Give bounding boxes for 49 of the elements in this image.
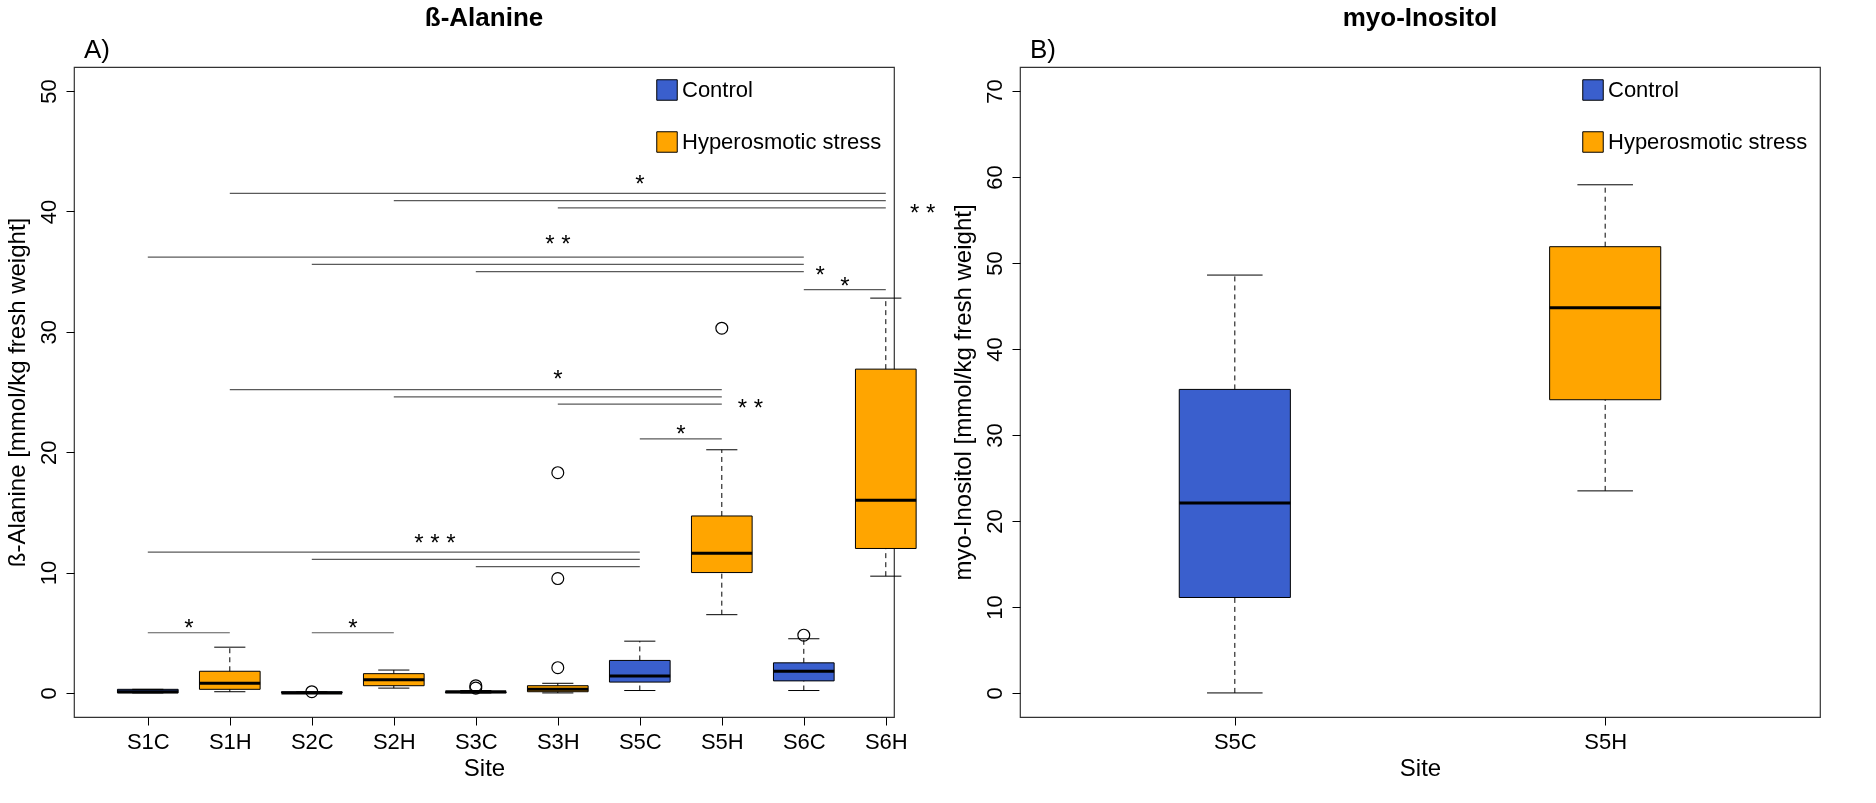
x-tick-label: S5H — [700, 728, 744, 754]
chart-title: myo-Inositol — [1342, 2, 1498, 32]
y-tick-label: 50 — [981, 251, 1007, 276]
y-tick-label: 0 — [981, 687, 1007, 700]
y-tick-label: 10 — [981, 595, 1007, 620]
y-tick-label: 40 — [35, 199, 61, 225]
y-tick-label: 10 — [35, 560, 61, 586]
text: B) — [1030, 34, 1056, 64]
annotation: * — [815, 261, 825, 289]
x-tick-label: S5C — [1213, 728, 1257, 754]
legend-label: Hyperosmotic stress — [1608, 129, 1808, 154]
annotation: * — [184, 614, 194, 642]
y-tick-label: 50 — [35, 79, 61, 104]
x-tick-label: S1H — [208, 728, 252, 754]
annotation: * — [676, 420, 686, 448]
x-axis-title: Site — [463, 753, 506, 781]
legend-label: Control — [1608, 77, 1679, 102]
x-tick-label: S1C — [126, 728, 170, 754]
legend-label: Hyperosmotic stress — [682, 129, 882, 154]
x-axis-title: Site — [1399, 753, 1442, 781]
x-tick-label: S2H — [372, 728, 416, 754]
x-tick-label: S3C — [454, 728, 498, 754]
x-tick-label: S5H — [1584, 728, 1628, 754]
y-tick-label: 30 — [981, 423, 1007, 448]
annotation: * — [635, 169, 645, 197]
y-tick-label: 40 — [981, 337, 1007, 362]
y-tick-label: 0 — [35, 687, 61, 700]
x-tick-label: S6C — [782, 728, 826, 754]
y-axis-title: myo-Inositol [mmol/kg fresh weight] — [948, 204, 976, 581]
y-tick-label: 70 — [981, 79, 1007, 104]
annotation: * — [348, 614, 358, 642]
annotation: * * * — [414, 528, 456, 556]
annotation: * — [840, 272, 850, 300]
text: A) — [84, 34, 110, 64]
y-tick-label: 30 — [35, 320, 61, 345]
x-tick-label: S3H — [536, 728, 580, 754]
annotation: * * — [737, 393, 764, 421]
y-tick-label: 20 — [981, 509, 1007, 534]
annotation: * — [553, 364, 563, 392]
y-tick-label: 20 — [35, 440, 61, 465]
x-tick-label: S5C — [618, 728, 662, 754]
x-tick-label: S2C — [290, 728, 334, 754]
y-axis-title: ß-Alanine [mmol/kg fresh weight] — [2, 217, 30, 568]
x-tick-label: S6H — [864, 728, 908, 754]
y-tick-label: 60 — [981, 165, 1007, 190]
legend-label: Control — [682, 77, 753, 102]
chart-title: ß-Alanine — [424, 2, 544, 32]
text: * * — [910, 198, 936, 226]
annotation: * * — [545, 230, 571, 258]
